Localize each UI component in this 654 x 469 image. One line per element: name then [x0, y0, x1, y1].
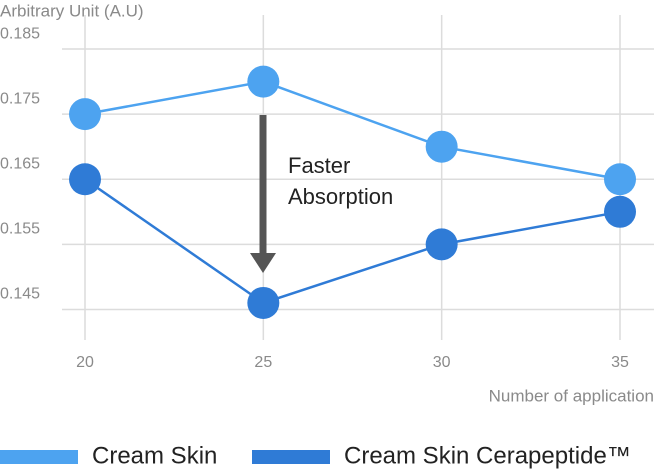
point	[69, 163, 101, 196]
arrow-head	[250, 253, 276, 273]
point	[247, 65, 280, 98]
point	[69, 98, 101, 131]
y-tick-label: 0.165	[0, 155, 40, 172]
y-tick-label: 0.185	[0, 25, 40, 42]
x-tick-label: 30	[433, 354, 451, 371]
legend-label: Cream Skin	[92, 442, 217, 469]
y-tick-label: 0.145	[0, 286, 40, 303]
annotation: Faster Absorption	[288, 153, 394, 209]
series-line	[84, 80, 621, 181]
legend-swatch	[252, 450, 330, 464]
point	[604, 195, 636, 228]
x-tick-label: 35	[611, 354, 629, 371]
legend-label: Cream Skin Cerapeptide™	[344, 442, 631, 469]
point	[425, 130, 458, 163]
point	[247, 286, 280, 319]
point	[604, 163, 636, 196]
point	[425, 228, 458, 261]
arrow	[250, 115, 276, 273]
x-tick-label: 20	[76, 354, 94, 371]
legend-swatch	[0, 450, 78, 464]
y-tick-label: 0.175	[0, 90, 40, 107]
y-axis-label: Arbitrary Unit (A.U)	[0, 1, 144, 20]
series-line	[84, 178, 621, 305]
x-tick-label: 25	[254, 354, 272, 371]
y-tick-label: 0.155	[0, 221, 40, 238]
x-axis-label: Number of application	[489, 386, 654, 405]
